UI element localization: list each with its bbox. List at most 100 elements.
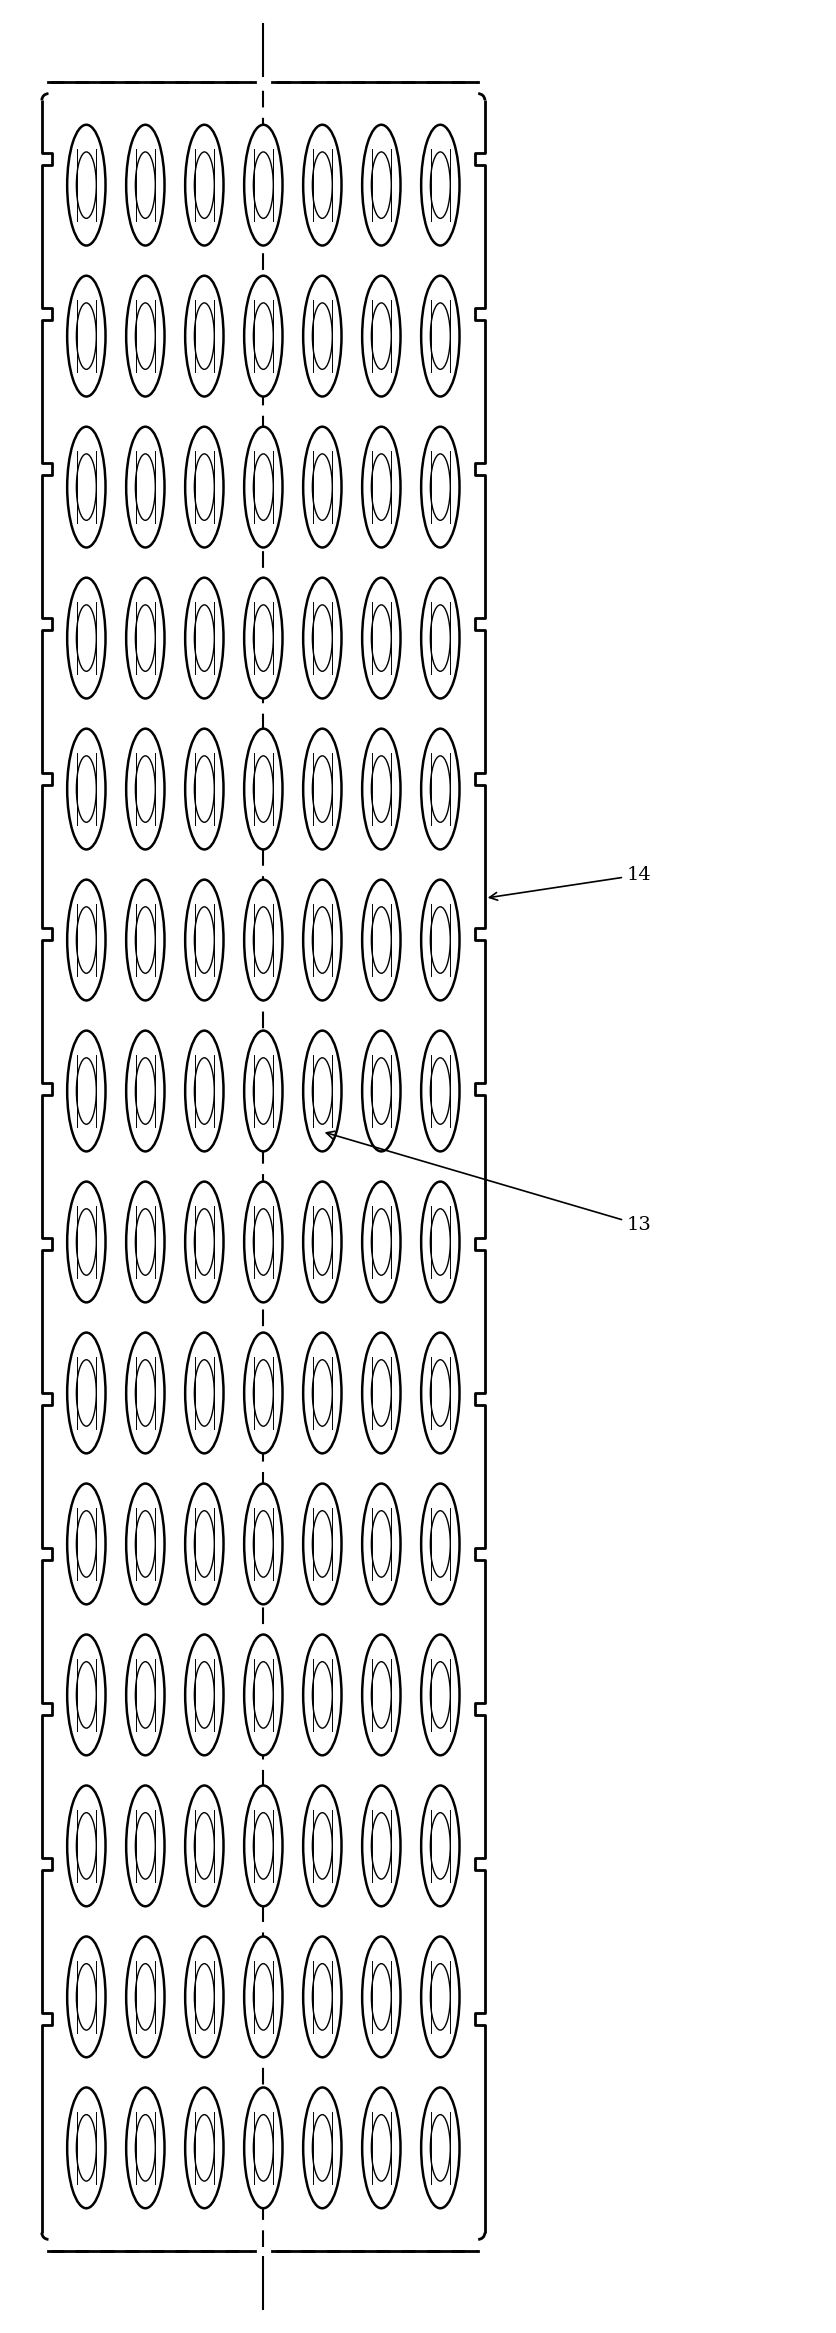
Ellipse shape [431,604,451,672]
Ellipse shape [67,1332,105,1453]
Ellipse shape [244,275,283,397]
Ellipse shape [303,1484,342,1605]
Ellipse shape [76,1208,96,1276]
Ellipse shape [371,1208,391,1276]
Ellipse shape [195,756,214,821]
Ellipse shape [253,1057,273,1125]
Ellipse shape [195,1661,214,1729]
Ellipse shape [126,1484,165,1605]
Ellipse shape [431,1208,451,1276]
Ellipse shape [303,1180,342,1302]
Ellipse shape [431,1360,451,1425]
Ellipse shape [303,1785,342,1906]
Ellipse shape [185,275,223,397]
Ellipse shape [195,1512,214,1577]
Ellipse shape [303,728,342,849]
Ellipse shape [253,1661,273,1729]
Ellipse shape [135,1661,155,1729]
Ellipse shape [431,1057,451,1125]
Ellipse shape [371,1964,391,2030]
Ellipse shape [76,1964,96,2030]
Ellipse shape [303,124,342,245]
Ellipse shape [185,728,223,849]
Ellipse shape [421,1936,460,2058]
Ellipse shape [76,1360,96,1425]
Ellipse shape [313,152,332,219]
Ellipse shape [431,303,451,369]
Ellipse shape [76,303,96,369]
Ellipse shape [303,1936,342,2058]
Ellipse shape [303,427,342,548]
Ellipse shape [431,1512,451,1577]
Ellipse shape [126,124,165,245]
Ellipse shape [67,124,105,245]
Ellipse shape [67,1484,105,1605]
Ellipse shape [253,1512,273,1577]
Ellipse shape [362,728,400,849]
Ellipse shape [431,152,451,219]
Ellipse shape [135,604,155,672]
Ellipse shape [76,455,96,520]
Ellipse shape [431,1964,451,2030]
Ellipse shape [253,1360,273,1425]
Ellipse shape [67,1936,105,2058]
Ellipse shape [303,2088,342,2209]
Ellipse shape [431,908,451,973]
Ellipse shape [185,880,223,1001]
Text: 14: 14 [489,866,652,901]
Ellipse shape [244,579,283,698]
Ellipse shape [362,579,400,698]
Ellipse shape [313,908,332,973]
Ellipse shape [371,1360,391,1425]
Ellipse shape [135,303,155,369]
Ellipse shape [371,2114,391,2181]
Ellipse shape [362,275,400,397]
Ellipse shape [362,1484,400,1605]
Ellipse shape [313,1208,332,1276]
Ellipse shape [126,1332,165,1453]
Ellipse shape [431,2114,451,2181]
Ellipse shape [313,1360,332,1425]
Ellipse shape [67,2088,105,2209]
Ellipse shape [135,756,155,821]
Ellipse shape [135,1964,155,2030]
Ellipse shape [253,1813,273,1878]
Ellipse shape [244,124,283,245]
Ellipse shape [195,604,214,672]
Ellipse shape [185,1785,223,1906]
Ellipse shape [362,427,400,548]
Ellipse shape [244,1031,283,1153]
Ellipse shape [313,604,332,672]
Ellipse shape [371,1057,391,1125]
Ellipse shape [76,2114,96,2181]
Ellipse shape [253,455,273,520]
Ellipse shape [126,1635,165,1754]
Ellipse shape [421,1332,460,1453]
Ellipse shape [185,1484,223,1605]
Ellipse shape [195,455,214,520]
Ellipse shape [195,303,214,369]
Ellipse shape [362,1332,400,1453]
Ellipse shape [67,1635,105,1754]
Ellipse shape [76,1512,96,1577]
Ellipse shape [421,124,460,245]
Ellipse shape [126,1031,165,1153]
Ellipse shape [135,1057,155,1125]
Ellipse shape [67,579,105,698]
Ellipse shape [371,604,391,672]
Ellipse shape [313,1057,332,1125]
Ellipse shape [67,275,105,397]
Ellipse shape [126,579,165,698]
Ellipse shape [185,2088,223,2209]
Ellipse shape [76,604,96,672]
Ellipse shape [362,1785,400,1906]
Ellipse shape [195,2114,214,2181]
Ellipse shape [185,1031,223,1153]
Ellipse shape [253,303,273,369]
Ellipse shape [244,1785,283,1906]
Ellipse shape [195,1964,214,2030]
Ellipse shape [371,756,391,821]
Ellipse shape [76,1813,96,1878]
Ellipse shape [67,1785,105,1906]
Ellipse shape [253,604,273,672]
